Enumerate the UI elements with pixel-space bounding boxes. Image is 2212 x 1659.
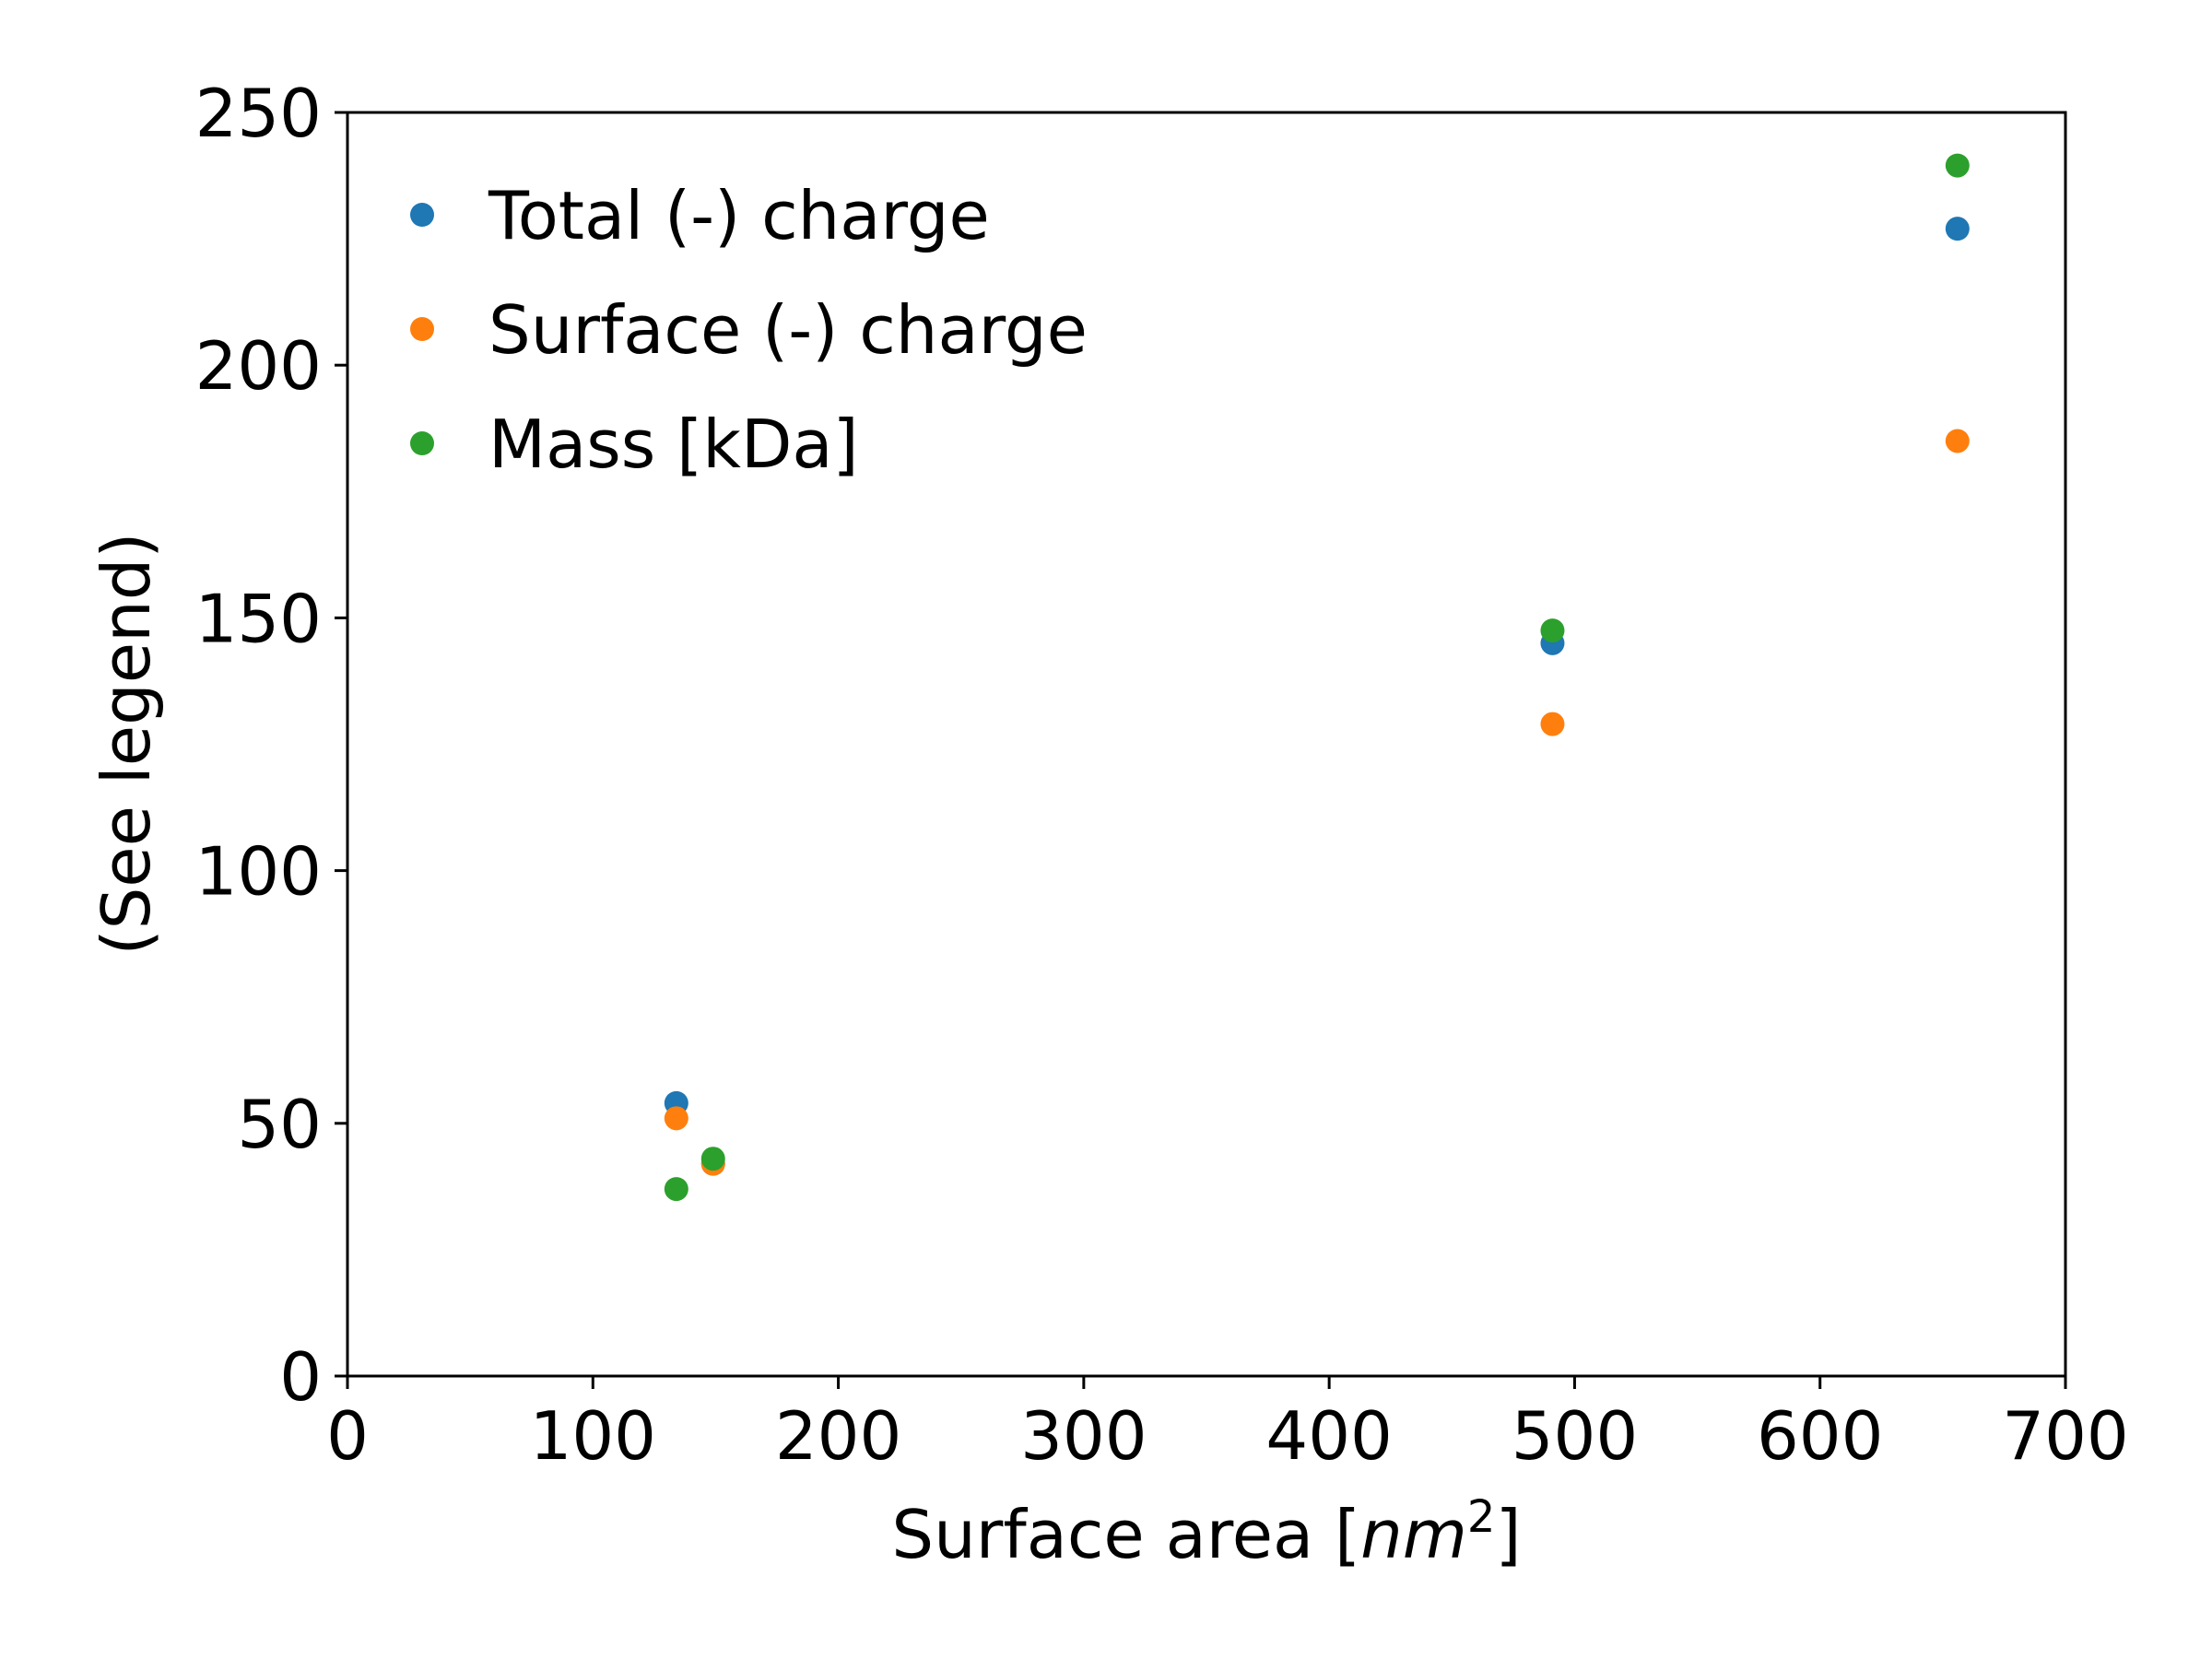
scatter-point bbox=[1945, 217, 1970, 241]
x-tick-label: 400 bbox=[1265, 1397, 1392, 1475]
scatter-point bbox=[1540, 618, 1565, 643]
x-tick-label: 0 bbox=[326, 1397, 369, 1475]
legend-marker bbox=[410, 203, 434, 227]
y-tick-label: 0 bbox=[279, 1338, 322, 1416]
legend-label: Total (-) charge bbox=[488, 177, 990, 254]
legend: Total (-) charge Surface (-) charge Mass [… bbox=[410, 177, 1088, 483]
y-axis: 0 50 100 150 200 250 bbox=[195, 75, 347, 1416]
scatter-point bbox=[1540, 712, 1565, 736]
scatter-point bbox=[700, 1147, 725, 1171]
y-tick-label: 250 bbox=[195, 75, 322, 152]
scatter-point bbox=[1945, 153, 1970, 178]
y-tick-label: 100 bbox=[195, 833, 322, 911]
scatter-point bbox=[664, 1177, 688, 1202]
legend-label: Surface (-) charge bbox=[488, 291, 1088, 369]
y-tick-label: 150 bbox=[195, 580, 322, 657]
x-tick-label: 600 bbox=[1757, 1397, 1883, 1475]
x-tick-label: 100 bbox=[530, 1397, 656, 1475]
plot-frame bbox=[346, 111, 2067, 1378]
x-tick-label: 300 bbox=[1020, 1397, 1147, 1475]
x-tick-label: 700 bbox=[2002, 1397, 2128, 1475]
y-tick-label: 200 bbox=[195, 327, 322, 405]
data-points bbox=[664, 153, 1970, 1202]
scatter-point bbox=[664, 1106, 688, 1131]
x-axis-label: Surface area [nm2] bbox=[891, 1491, 1521, 1573]
y-axis-label: (See legend) bbox=[88, 533, 165, 956]
x-tick-label: 200 bbox=[775, 1397, 901, 1475]
scatter-point bbox=[1945, 429, 1970, 453]
legend-label: Mass [kDa] bbox=[488, 406, 859, 483]
x-tick-label: 500 bbox=[1512, 1397, 1638, 1475]
x-axis: 0 100 200 300 400 500 600 700 bbox=[326, 1376, 2129, 1475]
legend-marker bbox=[410, 317, 434, 341]
y-tick-label: 50 bbox=[237, 1086, 322, 1163]
legend-marker bbox=[410, 431, 434, 455]
